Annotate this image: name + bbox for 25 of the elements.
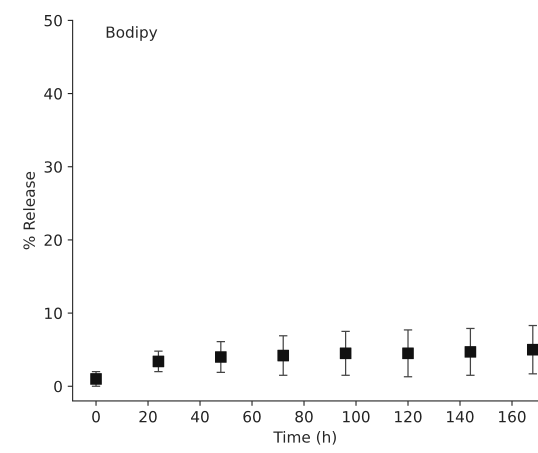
x-tick-label: 20 bbox=[139, 410, 157, 422]
y-tick-label: 30 bbox=[44, 161, 62, 173]
x-tick-label: 160 bbox=[499, 410, 526, 422]
point bbox=[152, 356, 164, 368]
x-tick-label: 60 bbox=[243, 410, 261, 422]
point bbox=[277, 350, 290, 362]
y-axis-title: % Release bbox=[23, 172, 35, 250]
x-tick-label: 40 bbox=[191, 410, 209, 422]
point bbox=[340, 348, 352, 360]
point bbox=[464, 346, 476, 358]
y-tick-label: 40 bbox=[44, 88, 62, 100]
y-tick-label: 50 bbox=[44, 14, 62, 26]
x-tick-label: 80 bbox=[295, 410, 313, 422]
x-tick-label: 0 bbox=[92, 410, 100, 422]
x-tick-label: 100 bbox=[343, 410, 370, 422]
y-tick-label: 20 bbox=[44, 234, 62, 246]
point bbox=[526, 344, 538, 356]
y-tick-label: 10 bbox=[45, 308, 62, 320]
point bbox=[402, 348, 414, 360]
point bbox=[215, 351, 227, 363]
x-tick-label: 120 bbox=[395, 410, 422, 422]
chart-title: Bodipy bbox=[106, 26, 158, 41]
x-axis-title: Time (h) bbox=[273, 430, 336, 445]
x-tick-label: 140 bbox=[447, 410, 474, 422]
y-tick-label: 0 bbox=[54, 380, 62, 392]
